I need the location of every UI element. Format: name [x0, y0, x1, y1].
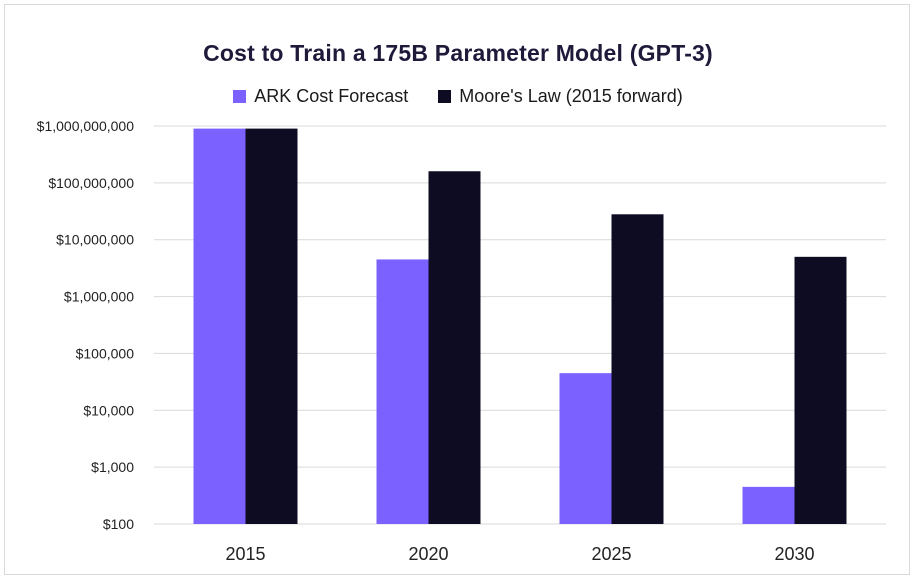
chart-legend: ARK Cost Forecast Moore's Law (2015 forw…	[0, 86, 916, 107]
legend-item-ark: ARK Cost Forecast	[233, 86, 408, 107]
y-tick-label: $100,000,000	[48, 175, 134, 191]
x-tick-label: 2025	[591, 544, 631, 564]
legend-label-ark: ARK Cost Forecast	[254, 86, 409, 106]
bar-ark-2015	[193, 128, 246, 525]
bar-moores-law-2025	[611, 214, 664, 524]
y-tick-label: $1,000,000	[64, 289, 134, 305]
y-tick-label: $100,000	[76, 345, 135, 361]
legend-label-moores-law: Moore's Law (2015 forward)	[459, 86, 683, 106]
bar-moores-law-2020	[428, 171, 481, 524]
bar-ark-2025	[559, 373, 612, 524]
x-tick-label: 2030	[774, 544, 814, 564]
legend-item-moores-law: Moore's Law (2015 forward)	[438, 86, 683, 107]
y-tick-label: $10,000	[83, 402, 134, 418]
legend-swatch-ark	[233, 90, 247, 103]
bar-ark-2030	[742, 486, 795, 524]
legend-swatch-moores-law	[438, 90, 452, 103]
y-tick-label: $100	[103, 516, 134, 532]
x-tick-label: 2015	[225, 544, 265, 564]
x-tick-label: 2020	[408, 544, 448, 564]
y-tick-label: $10,000,000	[56, 232, 134, 248]
y-tick-label: $1,000	[91, 459, 134, 475]
bar-ark-2020	[376, 259, 429, 524]
chart-title: Cost to Train a 175B Parameter Model (GP…	[203, 40, 713, 66]
bar-moores-law-2015	[245, 128, 298, 525]
y-tick-label: $1,000,000,000	[37, 118, 135, 134]
bar-moores-law-2030	[794, 256, 847, 524]
